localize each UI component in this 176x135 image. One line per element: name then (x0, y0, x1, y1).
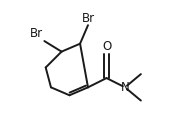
Text: Br: Br (30, 27, 43, 40)
Text: Br: Br (82, 11, 95, 25)
Text: O: O (102, 40, 111, 53)
Text: N: N (121, 81, 129, 94)
